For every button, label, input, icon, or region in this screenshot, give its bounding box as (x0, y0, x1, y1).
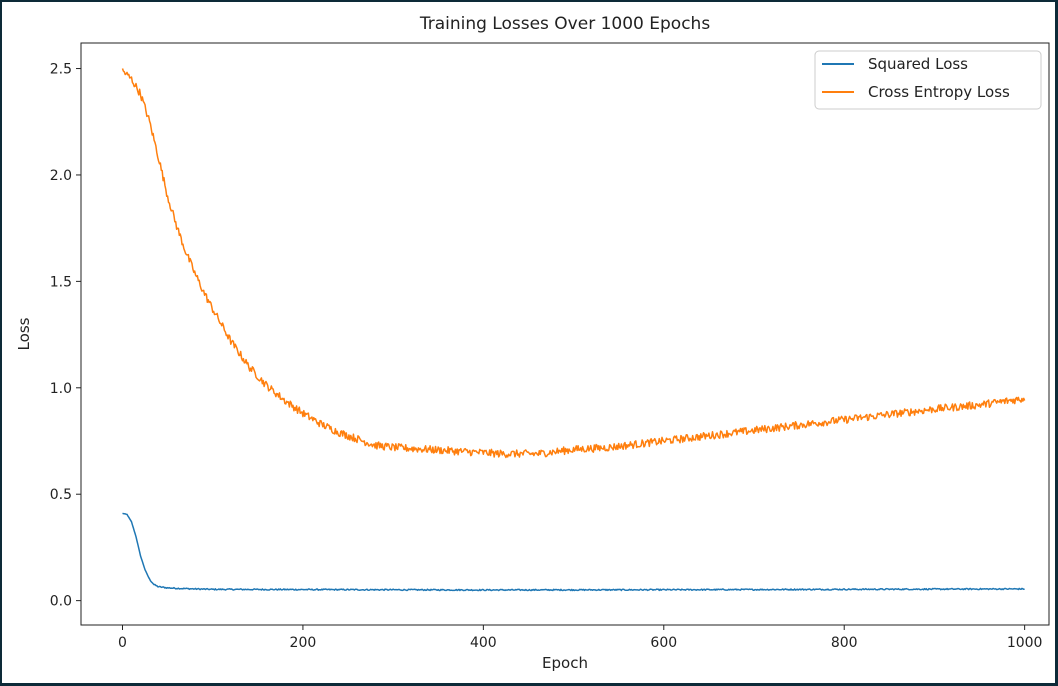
x-tick-label: 400 (470, 635, 497, 651)
y-tick-label: 1.5 (50, 274, 72, 290)
x-tick-label: 800 (831, 635, 858, 651)
y-axis: 0.0 0.5 1.0 1.5 2.0 2.5 (50, 62, 81, 610)
x-axis-label: Epoch (542, 654, 588, 672)
plot-area (80, 42, 1050, 626)
x-tick-label: 600 (650, 635, 677, 651)
y-tick-label: 0.0 (50, 594, 72, 610)
x-tick-label: 1000 (1007, 635, 1043, 651)
x-tick-label: 200 (290, 635, 317, 651)
legend-entry-cross-entropy-loss: Cross Entropy Loss (868, 83, 1010, 101)
series-line-squared-loss (122, 512, 1025, 592)
y-tick-label: 2.5 (50, 62, 72, 78)
legend-entry-squared-loss: Squared Loss (868, 55, 968, 73)
y-tick-label: 2.0 (50, 168, 72, 184)
legend: Squared Loss Cross Entropy Loss (814, 50, 1042, 110)
legend-box (814, 50, 1042, 110)
series-lines (121, 68, 1026, 592)
series-line-cross-entropy-loss (121, 68, 1026, 459)
x-tick-label: 0 (118, 635, 127, 651)
chart-title: Training Losses Over 1000 Epochs (419, 14, 711, 34)
plot-border (80, 42, 1050, 626)
y-tick-label: 1.0 (50, 381, 72, 397)
y-axis-label: Loss (15, 317, 33, 350)
y-tick-label: 0.5 (50, 487, 72, 503)
x-axis: 0 200 400 600 800 1000 (118, 625, 1042, 651)
